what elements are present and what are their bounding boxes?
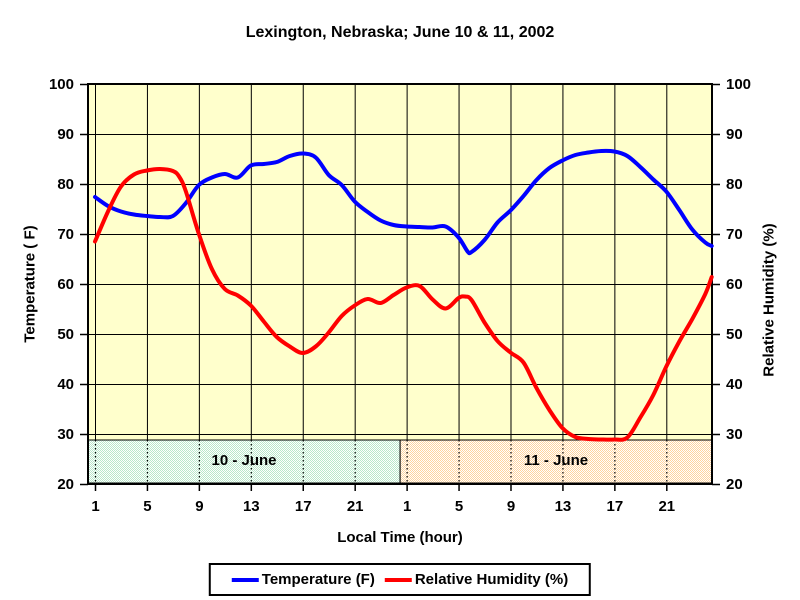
x-tick-label: 21: [658, 498, 675, 515]
june-11-band-label: 11 - June: [523, 452, 589, 469]
y-tick-label-right: 20: [726, 476, 743, 493]
chart-legend: Temperature (F) Relative Humidity (%): [208, 563, 592, 596]
y-tick-label-right: 60: [726, 276, 743, 293]
legend-item-humidity: Relative Humidity (%): [384, 571, 569, 588]
x-axis-title: Local Time (hour): [337, 529, 463, 546]
legend-label-humidity: Relative Humidity (%): [414, 571, 569, 588]
y-tick-label-left: 70: [57, 226, 74, 243]
x-tick-label: 1: [91, 498, 99, 515]
legend-label-temperature: Temperature (F): [261, 571, 375, 588]
june-11-band: [399, 439, 713, 484]
x-tick-label: 5: [143, 498, 151, 515]
right-axis-title: Relative Humidity (%): [760, 223, 778, 377]
legend-item-temperature: Temperature (F): [231, 571, 375, 588]
left-axis-title: Temperature ( F): [21, 225, 39, 343]
x-tick-label: 13: [243, 498, 260, 515]
x-tick-label: 17: [295, 498, 312, 515]
x-tick-label: 21: [347, 498, 364, 515]
humidity-line: [93, 166, 714, 442]
x-tick-label: 17: [607, 498, 624, 515]
y-tick-label-left: 100: [49, 76, 74, 93]
y-tick-label-right: 30: [726, 426, 743, 443]
y-tick-label-left: 90: [57, 126, 74, 143]
temperature-line-swatch: [231, 577, 259, 582]
y-tick-label-right: 90: [726, 126, 743, 143]
y-tick-label-right: 40: [726, 376, 743, 393]
y-tick-label-right: 70: [726, 226, 743, 243]
y-tick-label-left: 80: [57, 176, 74, 193]
x-tick-label: 9: [195, 498, 203, 515]
y-tick-label-right: 100: [726, 76, 751, 93]
y-tick-label-left: 60: [57, 276, 74, 293]
x-tick-label: 9: [507, 498, 515, 515]
y-tick-label-left: 40: [57, 376, 74, 393]
y-tick-label-right: 50: [726, 326, 743, 343]
chart-title: Lexington, Nebraska; June 10 & 11, 2002: [245, 24, 555, 41]
june-10-band: [87, 439, 401, 484]
y-tick-label-right: 80: [726, 176, 743, 193]
x-tick-label: 13: [555, 498, 572, 515]
humidity-line-swatch: [384, 577, 412, 582]
temperature-line: [93, 148, 714, 256]
x-tick-label: 5: [455, 498, 463, 515]
y-tick-label-left: 20: [57, 476, 74, 493]
x-tick-label: 1: [403, 498, 411, 515]
june-10-band-label: 10 - June: [211, 452, 277, 469]
y-tick-label-left: 50: [57, 326, 74, 343]
y-tick-label-left: 30: [57, 426, 74, 443]
